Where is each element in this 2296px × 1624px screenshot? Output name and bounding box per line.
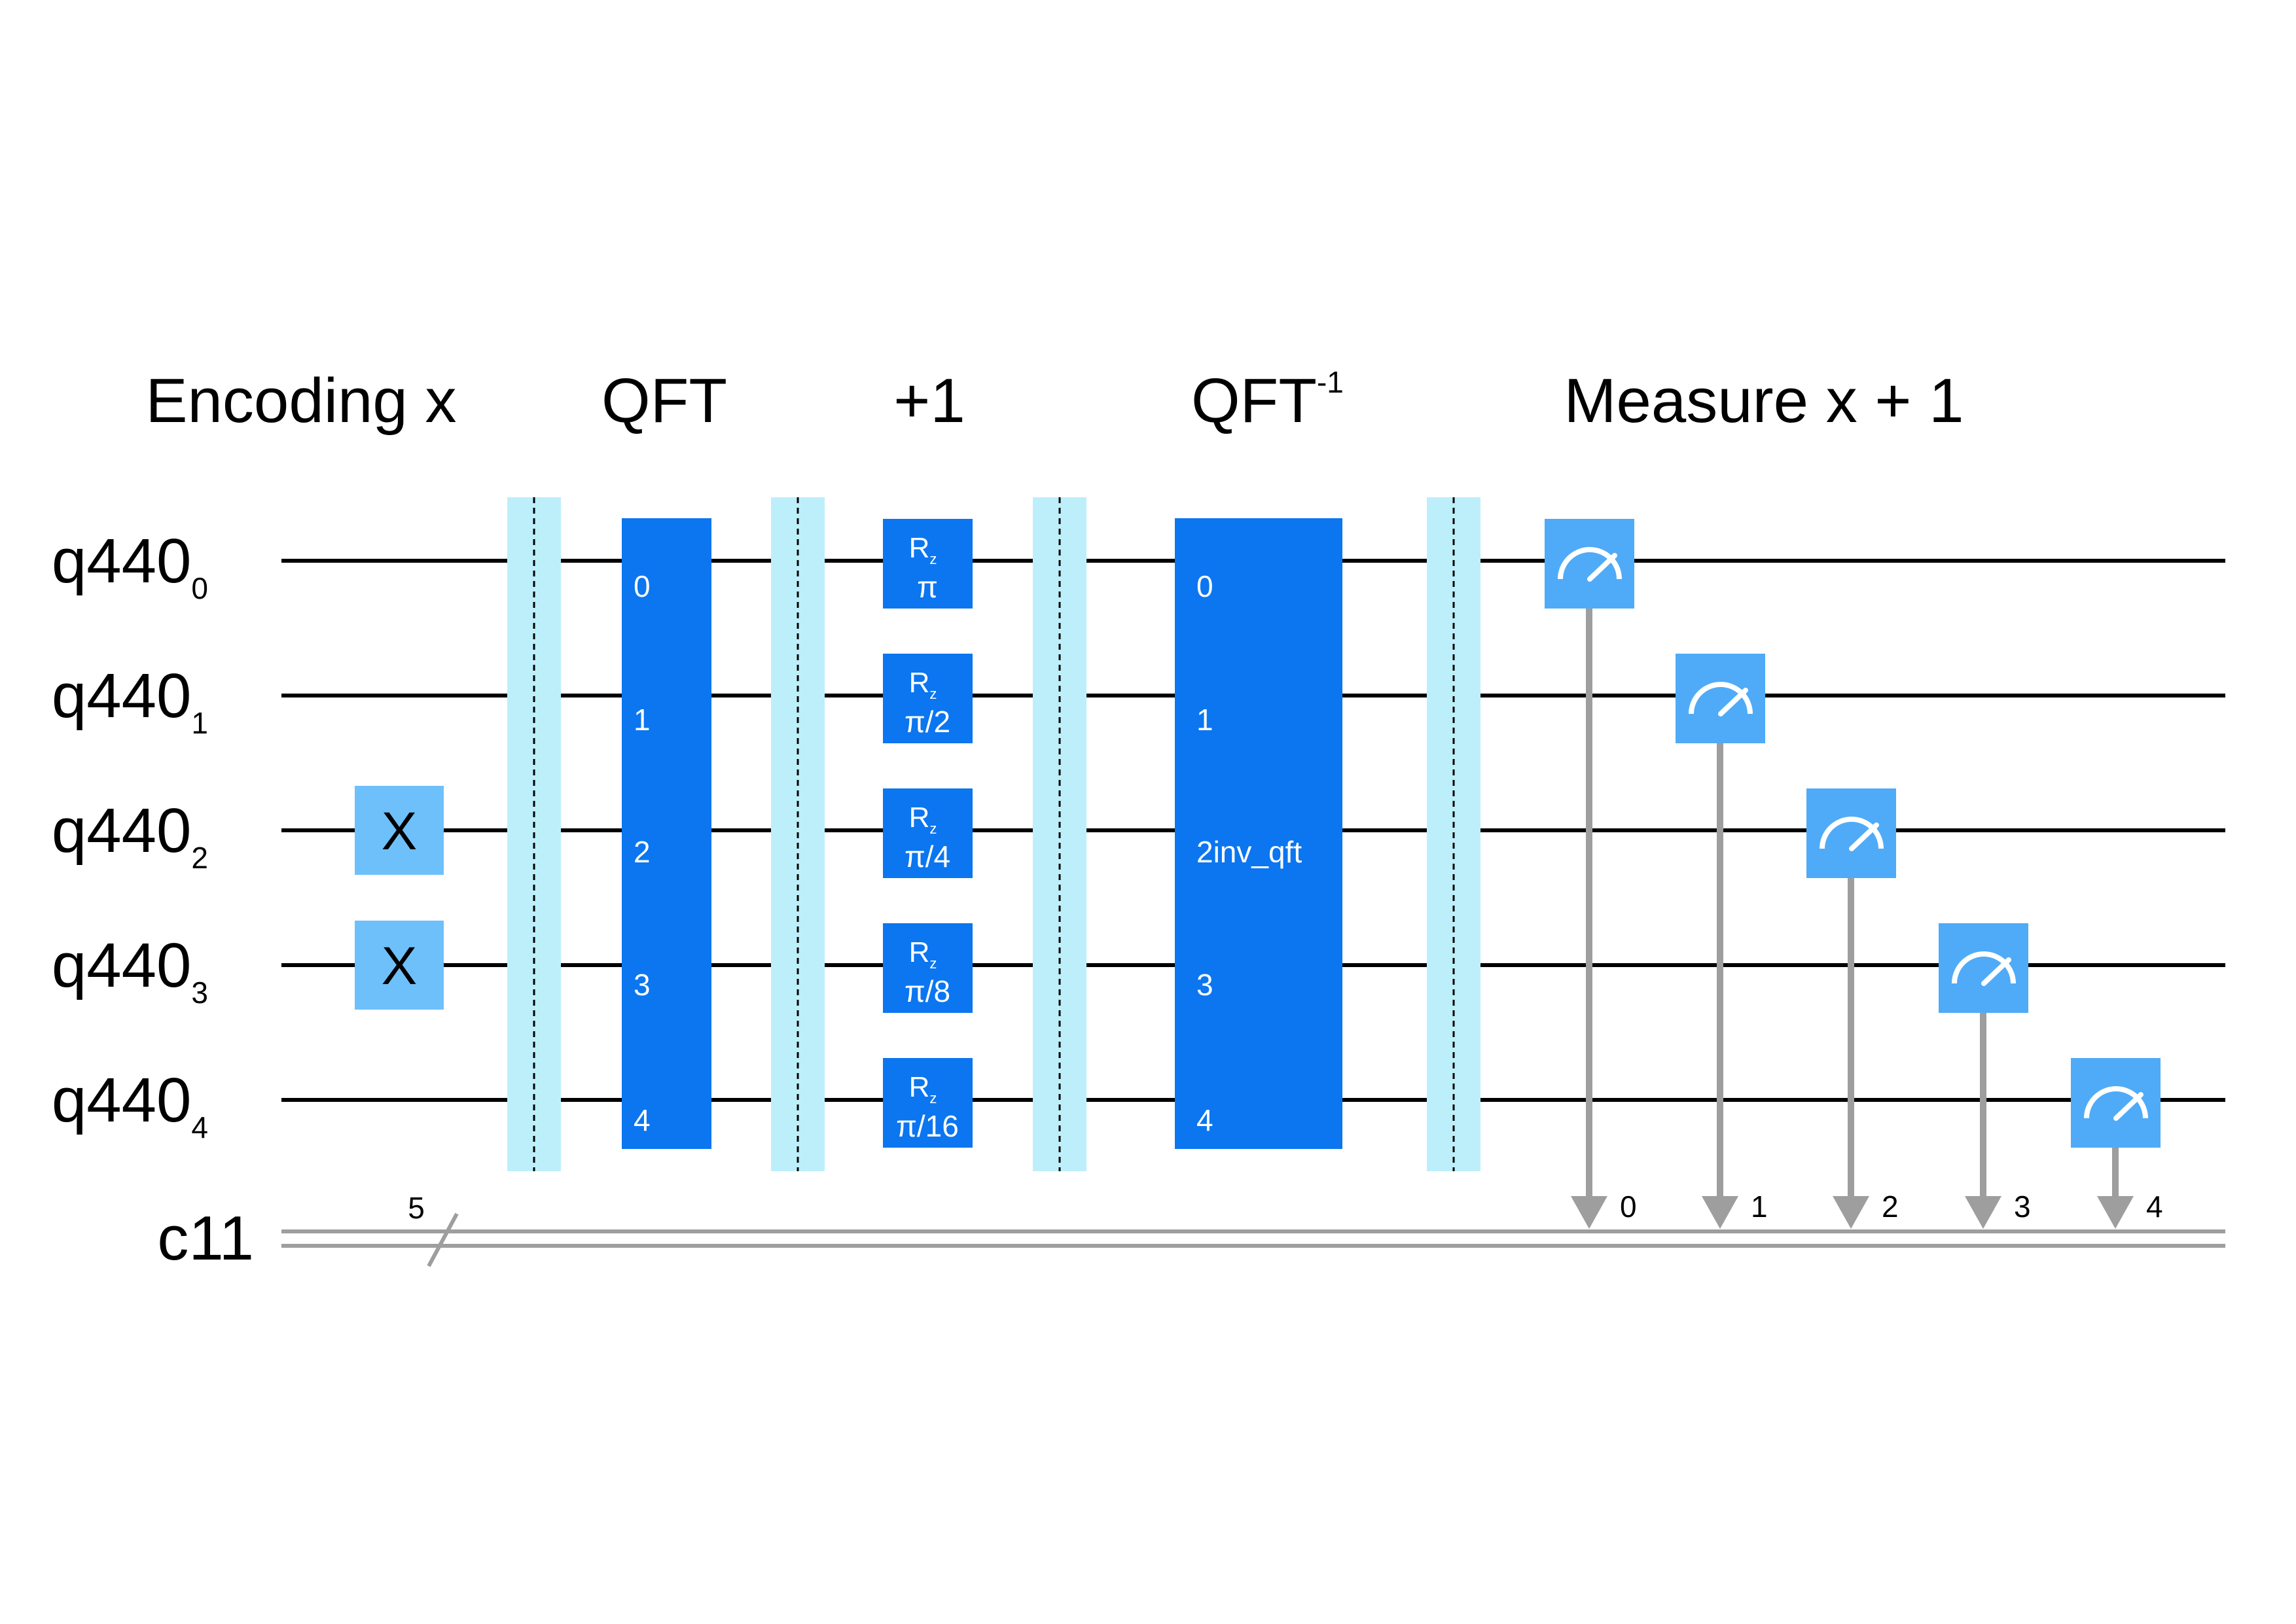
measurement-clbit-label: 4 bbox=[2146, 1190, 2163, 1224]
rz-gate-param: π/16 bbox=[896, 1109, 959, 1143]
bus-slash bbox=[427, 1212, 459, 1267]
measurement-3[interactable]: 3 bbox=[1939, 923, 2031, 1229]
rz-gate-4[interactable]: Rz π/16 bbox=[883, 1058, 973, 1148]
classical-register-label: c11 bbox=[157, 1203, 254, 1273]
inverse-qft-port-3: 3 bbox=[1196, 968, 1213, 1002]
barrier-4 bbox=[1427, 497, 1480, 1171]
qubit-label-4: q4404 bbox=[52, 1065, 208, 1144]
qft-port-2: 2 bbox=[634, 835, 651, 869]
measurement-4[interactable]: 4 bbox=[2071, 1058, 2163, 1229]
inverse-qft-port-1: 1 bbox=[1196, 703, 1213, 737]
rz-gate-name: Rz bbox=[909, 1071, 937, 1106]
measurement-clbit-label: 3 bbox=[2014, 1190, 2031, 1224]
qubit-label-2: q4402 bbox=[52, 796, 208, 875]
barrier-1 bbox=[507, 497, 561, 1171]
inverse-qft-port-2: 2inv_qft bbox=[1196, 835, 1302, 869]
x-gate-label: X bbox=[382, 936, 418, 996]
qft-port-0: 0 bbox=[634, 569, 651, 603]
rz-gate-0[interactable]: Rz π bbox=[883, 519, 973, 609]
rz-gate-3[interactable]: Rz π/8 bbox=[883, 923, 973, 1013]
section-title-qft: QFT bbox=[601, 366, 727, 436]
x-gate-2[interactable]: X bbox=[355, 786, 444, 875]
inverse-qft-port-4: 4 bbox=[1196, 1103, 1213, 1137]
x-gate-label: X bbox=[382, 802, 418, 861]
qubit-label-3: q4403 bbox=[52, 930, 208, 1010]
rz-gate-name: Rz bbox=[909, 936, 937, 972]
barrier-3 bbox=[1033, 497, 1086, 1171]
qft-port-3: 3 bbox=[634, 968, 651, 1002]
measurement-2[interactable]: 2 bbox=[1806, 788, 1899, 1229]
rz-gate-param: π bbox=[917, 570, 938, 604]
rz-gate-name: Rz bbox=[909, 667, 937, 702]
measurement-1[interactable]: 1 bbox=[1676, 654, 1768, 1229]
register-labels: q4400 q4401 q4402 q4403 q4404 c11 bbox=[52, 526, 254, 1273]
x-gate-3[interactable]: X bbox=[355, 921, 444, 1010]
section-title-measure: Measure x + 1 bbox=[1564, 366, 1964, 436]
classical-wire bbox=[281, 1229, 2225, 1248]
barrier-2 bbox=[771, 497, 825, 1171]
inverse-qft-block[interactable]: 0 1 2inv_qft 3 4 bbox=[1175, 518, 1342, 1149]
rz-gate-param: π/2 bbox=[905, 705, 950, 739]
section-title-qft-inverse: QFT-1 bbox=[1191, 365, 1344, 436]
qubit-label-1: q4401 bbox=[52, 661, 208, 740]
rz-gate-1[interactable]: Rz π/2 bbox=[883, 654, 973, 743]
rz-gate-2[interactable]: Rz π/4 bbox=[883, 788, 973, 878]
measurement-clbit-label: 0 bbox=[1620, 1190, 1637, 1224]
section-title-encoding: Encoding x bbox=[146, 366, 457, 436]
rz-gate-param: π/4 bbox=[905, 839, 950, 874]
rz-gate-name: Rz bbox=[909, 532, 937, 567]
measurement-clbit-label: 2 bbox=[1882, 1190, 1899, 1224]
qft-block[interactable]: 0 1 2 3 4 bbox=[622, 518, 711, 1149]
rz-gate-param: π/8 bbox=[905, 974, 950, 1008]
qft-port-1: 1 bbox=[634, 703, 651, 737]
measurement-clbit-label: 1 bbox=[1751, 1190, 1768, 1224]
measurement-0[interactable]: 0 bbox=[1545, 519, 1637, 1229]
rz-gate-name: Rz bbox=[909, 802, 937, 837]
section-title-plus-one: +1 bbox=[893, 366, 965, 436]
classical-bus-width: 5 bbox=[408, 1191, 425, 1225]
inverse-qft-port-0: 0 bbox=[1196, 569, 1213, 603]
qft-port-4: 4 bbox=[634, 1103, 651, 1137]
qubit-label-0: q4400 bbox=[52, 526, 208, 605]
